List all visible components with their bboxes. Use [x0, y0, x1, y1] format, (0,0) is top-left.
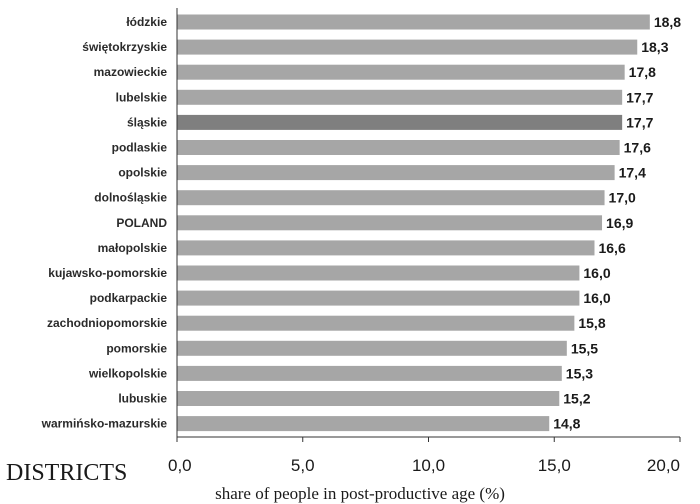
category-label-lodzkie: łódzkie [126, 15, 167, 29]
bar-swietokrzyskie [177, 39, 638, 55]
value-label-warminsko-mazurskie: 14,8 [553, 416, 580, 432]
category-label-swietokrzyskie: świętokrzyskie [82, 40, 167, 54]
x-axis-title: share of people in post-productive age (… [215, 484, 505, 503]
category-label-zachodniopomorskie: zachodniopomorskie [47, 316, 167, 330]
value-label-dolnoslaskie: 17,0 [609, 190, 636, 206]
category-label-opolskie: opolskie [118, 166, 167, 180]
value-label-podkarpackie: 16,0 [583, 290, 610, 306]
value-label-zachodniopomorskie: 15,8 [578, 315, 605, 331]
value-label-slaskie: 17,7 [626, 114, 653, 130]
value-labels: 18,8 18,3 17,8 17,7 17,7 17,6 17,4 17,0 16,9 16,6… [553, 14, 681, 432]
category-label-podlaskie: podlaskie [112, 141, 168, 155]
value-label-kujawsko-pomorskie: 16,0 [583, 265, 610, 281]
value-label-poland: 16,9 [606, 215, 633, 231]
bar-zachodniopomorskie [177, 315, 575, 331]
category-labels: łódzkie świętokrzyskie mazowieckie lubelski… [41, 15, 168, 431]
x-tick-label-1: 5,0 [291, 456, 315, 475]
bar-lubuskie [177, 391, 560, 406]
category-label-mazowieckie: mazowieckie [94, 65, 168, 79]
category-label-dolnoslaskie: dolnośląskie [94, 191, 167, 205]
value-label-lubuskie: 15,2 [563, 391, 590, 407]
x-tick-label-2: 10,0 [412, 456, 445, 475]
bar-slaskie [177, 114, 623, 130]
category-label-lubelskie: lubelskie [116, 90, 168, 104]
value-label-pomorskie: 15,5 [571, 340, 598, 356]
bar-mazowieckie [177, 64, 625, 80]
category-label-podkarpackie: podkarpackie [90, 291, 168, 305]
value-label-lodzkie: 18,8 [654, 14, 681, 30]
value-label-mazowieckie: 17,8 [629, 64, 656, 80]
bar-dolnoslaskie [177, 190, 605, 206]
category-label-pomorskie: pomorskie [106, 341, 167, 355]
bar-opolskie [177, 165, 615, 181]
category-label-kujawsko-pomorskie: kujawsko-pomorskie [48, 266, 167, 280]
y-axis-title: DISTRICTS [6, 460, 127, 486]
value-label-lubelskie: 17,7 [626, 89, 653, 105]
bar-warminsko-mazurskie [177, 416, 550, 432]
x-tick-label-3: 15,0 [538, 456, 571, 475]
bar-podlaskie [177, 140, 620, 155]
bar-kujawsko-pomorskie [177, 265, 580, 281]
category-label-lubuskie: lubuskie [118, 392, 167, 406]
value-label-opolskie: 17,4 [619, 165, 646, 181]
x-tick-label-4: 20,0 [647, 456, 680, 475]
category-label-poland: POLAND [116, 216, 167, 230]
bar-malopolskie [177, 240, 595, 256]
x-tick-label-0: 0,0 [168, 456, 192, 475]
value-label-podlaskie: 17,6 [624, 140, 651, 156]
bars-group [177, 14, 650, 432]
bar-lodzkie [177, 14, 650, 30]
x-ticks: 0,0 5,0 10,0 15,0 20,0 [168, 437, 681, 475]
value-label-wielkopolskie: 15,3 [566, 365, 593, 381]
bar-podkarpackie [177, 290, 580, 306]
bar-lubelskie [177, 89, 623, 105]
bar-poland [177, 215, 603, 231]
category-label-malopolskie: małopolskie [98, 241, 168, 255]
category-label-slaskie: śląskie [127, 115, 167, 129]
value-label-swietokrzyskie: 18,3 [641, 39, 668, 55]
value-label-malopolskie: 16,6 [598, 240, 625, 256]
category-label-warminsko-mazurskie: warmińsko-mazurskie [41, 417, 168, 431]
bar-wielkopolskie [177, 365, 562, 381]
category-label-wielkopolskie: wielkopolskie [88, 366, 167, 380]
bar-pomorskie [177, 340, 567, 356]
